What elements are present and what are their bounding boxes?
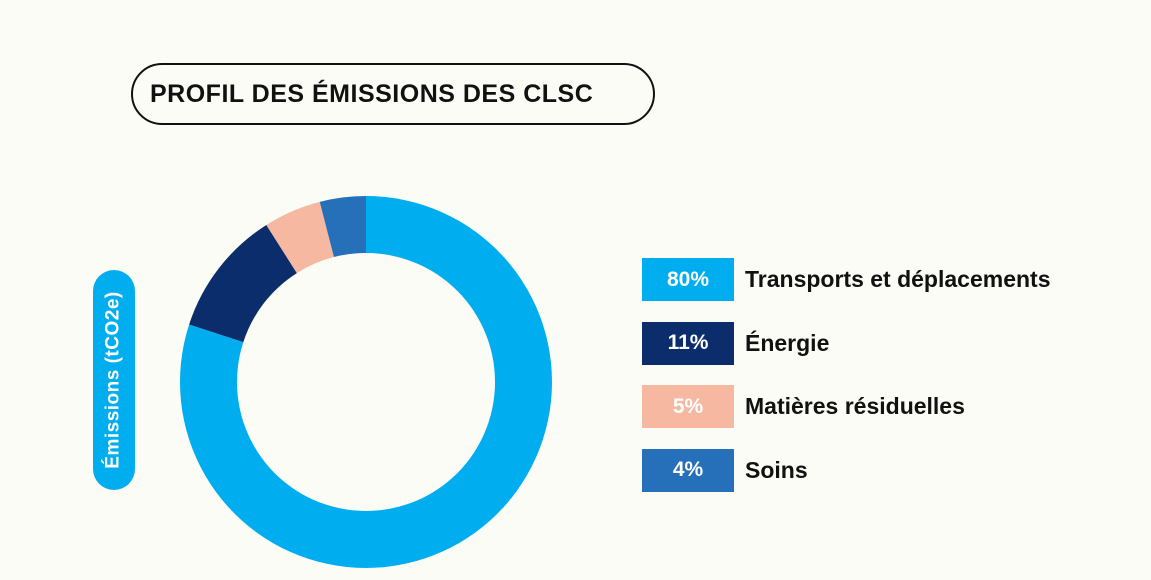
chart-title-text: PROFIL DES ÉMISSIONS DES CLSC [150,79,594,108]
legend-item-transports: 80% Transports et déplacements [642,258,1051,301]
donut-chart [180,196,552,568]
legend-label-matieres: Matières résiduelles [745,393,965,419]
y-axis-label-text: Émissions (tCO2e) [103,291,124,469]
legend-label-energie: Énergie [745,329,830,356]
chart-legend: 80% Transports et déplacements 11% Énerg… [642,258,1051,512]
legend-label-soins: Soins [745,456,808,483]
legend-value-matieres: 5% [672,394,704,418]
legend-swatch-energie: 11% [642,321,734,365]
legend-value-soins: 4% [672,458,704,481]
donut-slice-energie [189,224,297,343]
donut-slice-transports [180,196,552,568]
legend-swatch-matieres: 5% [642,385,734,428]
legend-label-transports: Transports et déplacements [745,266,1051,292]
legend-item-energie: 11% Énergie [642,321,1051,365]
legend-item-soins: 4% Soins [642,448,1051,492]
donut-slice-matieres [266,201,334,274]
chart-title: PROFIL DES ÉMISSIONS DES CLSC [131,63,655,125]
legend-swatch-transports: 80% [642,258,734,301]
donut-slice-soins [319,196,366,258]
legend-item-matieres: 5% Matières résiduelles [642,385,1051,428]
legend-value-energie: 11% [667,331,709,354]
y-axis-label: Émissions (tCO2e) [93,270,135,490]
legend-value-transports: 80% [666,267,710,291]
legend-swatch-soins: 4% [642,448,734,492]
